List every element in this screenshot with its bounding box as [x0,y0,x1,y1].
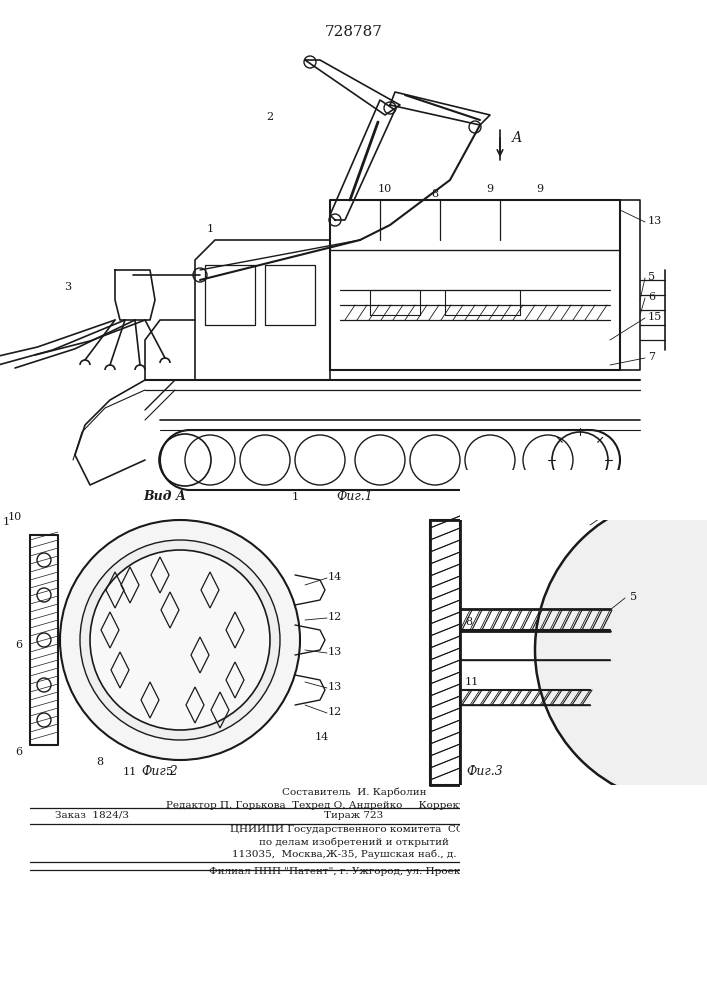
Text: 15: 15 [648,312,662,322]
Text: 8: 8 [465,617,472,627]
Text: Составитель  И. Карболин: Составитель И. Карболин [282,787,426,797]
Circle shape [535,495,707,805]
Text: 4: 4 [597,506,604,516]
Circle shape [469,121,481,133]
Text: Фиг.1: Фиг.1 [337,490,373,503]
Circle shape [80,540,280,740]
Text: 13: 13 [648,216,662,226]
Text: ЦНИИПИ Государственного комитета  СССР: ЦНИИПИ Государственного комитета СССР [230,826,479,834]
Text: 14: 14 [315,732,329,742]
Text: 10: 10 [378,184,392,194]
Circle shape [60,520,300,760]
Text: 12: 12 [328,612,342,622]
Text: 113035,  Москва,Ж-35, Раушская наб., д. 4/5: 113035, Москва,Ж-35, Раушская наб., д. 4… [232,849,477,859]
Text: 10: 10 [640,500,654,510]
Text: Тираж 723: Тираж 723 [325,810,384,820]
Text: 6: 6 [15,747,22,757]
Circle shape [193,268,207,282]
Text: 8: 8 [96,757,103,767]
Text: 1: 1 [554,492,561,502]
Text: 9: 9 [486,184,493,194]
Text: 11: 11 [465,677,479,687]
Text: 10: 10 [8,512,22,522]
Text: 5: 5 [166,767,173,777]
Text: 728787: 728787 [325,25,383,39]
Text: 11: 11 [123,767,137,777]
Text: 5: 5 [648,272,655,282]
Text: Редактор П. Горькова  Техред О. Андрейко     Корректор М. Демчик: Редактор П. Горькова Техред О. Андрейко … [167,802,542,810]
Text: Фиг.3: Фиг.3 [467,765,503,778]
Text: А: А [512,131,522,145]
Text: 5: 5 [630,592,637,602]
Text: 6: 6 [15,640,22,650]
Text: 13: 13 [328,682,342,692]
Text: 12: 12 [328,707,342,717]
Text: 1: 1 [206,224,214,234]
Text: 1: 1 [465,500,472,510]
Text: 3: 3 [64,282,71,292]
Circle shape [90,550,270,730]
Circle shape [329,214,341,226]
Text: Вид А: Вид А [144,490,187,503]
Bar [460,785,707,1000]
Text: 6: 6 [648,292,655,302]
Text: 7: 7 [648,352,655,362]
Text: Заказ  1824/3: Заказ 1824/3 [55,810,129,820]
Circle shape [304,56,316,68]
Text: 1: 1 [291,492,298,502]
Circle shape [384,102,396,114]
Text: 13: 13 [328,647,342,657]
Text: 8: 8 [431,189,438,199]
Text: 1: 1 [3,517,10,527]
Text: Фиг.2: Фиг.2 [141,765,178,778]
Text: Филиал ППП "Патент", г. Ужгород, ул. Проектная, 4: Филиал ППП "Патент", г. Ужгород, ул. Про… [209,867,499,876]
Text: по делам изобретений и открытий: по делам изобретений и открытий [259,837,449,847]
Bar [460,470,707,520]
Text: 14: 14 [328,572,342,582]
Text: Подписное: Подписное [560,810,620,820]
Text: 9: 9 [537,184,544,194]
Text: 2: 2 [267,112,274,122]
